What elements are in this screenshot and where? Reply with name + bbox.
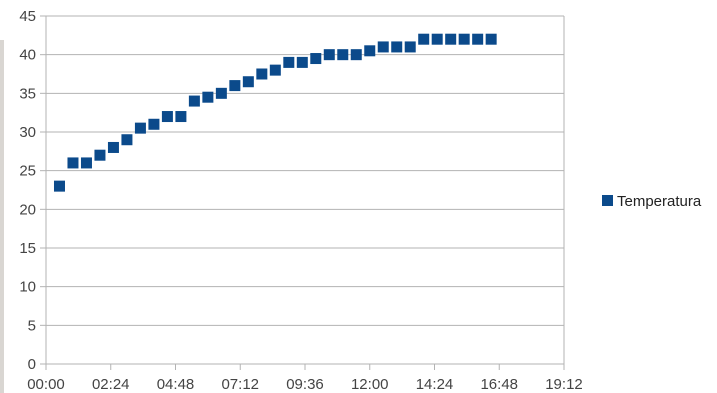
x-tick-labels: 00:00 02:24 04:48 07:12 09:36 12:00 14:24 16:48… [27,376,583,393]
data-point [458,33,470,45]
x-tick-label: 07:12 [221,376,259,393]
x-tick-label: 04:48 [157,376,195,393]
y-tick-label: 30 [19,124,36,141]
data-point [53,180,65,192]
data-point [121,134,133,146]
y-tick-label: 45 [19,8,36,25]
data-point [134,122,146,134]
data-point [107,141,119,153]
data-point [337,49,349,61]
x-tick-label: 16:48 [480,376,518,393]
data-point [229,80,241,92]
x-tick-label: 12:00 [351,376,389,393]
data-point [215,87,227,99]
data-point [445,33,457,45]
y-tick-labels: 0 5 10 15 20 25 30 35 40 45 [19,8,36,373]
data-point [472,33,484,45]
data-point [188,95,200,107]
x-tick-label: 19:12 [545,376,583,393]
x-tick-label: 14:24 [416,376,454,393]
data-point [283,56,295,68]
data-point [418,33,430,45]
window-edge [0,40,4,393]
legend: Temperatura [602,193,702,210]
grid-lines [46,15,564,365]
data-point [377,41,389,53]
data-point [175,111,187,123]
data-point [485,33,497,45]
data-point [323,49,335,61]
data-point [67,157,79,169]
y-tick-label: 35 [19,85,36,102]
data-points [53,33,497,192]
y-tick-label: 5 [28,317,36,334]
y-tick-label: 40 [19,47,36,64]
legend-label: Temperatura [617,193,702,210]
data-point [364,45,376,57]
x-tick-label: 09:36 [286,376,324,393]
data-point [202,91,214,103]
y-tick-label: 10 [19,279,36,296]
y-tick-label: 20 [19,201,36,218]
data-point [391,41,403,53]
data-point [404,41,416,53]
axes [40,15,565,370]
data-point [296,56,308,68]
y-tick-label: 25 [19,163,36,180]
x-tick-label: 02:24 [92,376,130,393]
data-point [431,33,443,45]
x-tick-label: 00:00 [27,376,65,393]
data-point [80,157,92,169]
data-point [310,53,322,65]
data-point [161,111,173,123]
legend-swatch [602,195,613,206]
y-tick-label: 15 [19,240,36,257]
data-point [269,64,281,76]
data-point [350,49,362,61]
y-tick-label: 0 [28,356,36,373]
data-point [94,149,106,161]
data-point [256,68,268,80]
data-point [148,118,160,130]
data-point [242,76,254,88]
